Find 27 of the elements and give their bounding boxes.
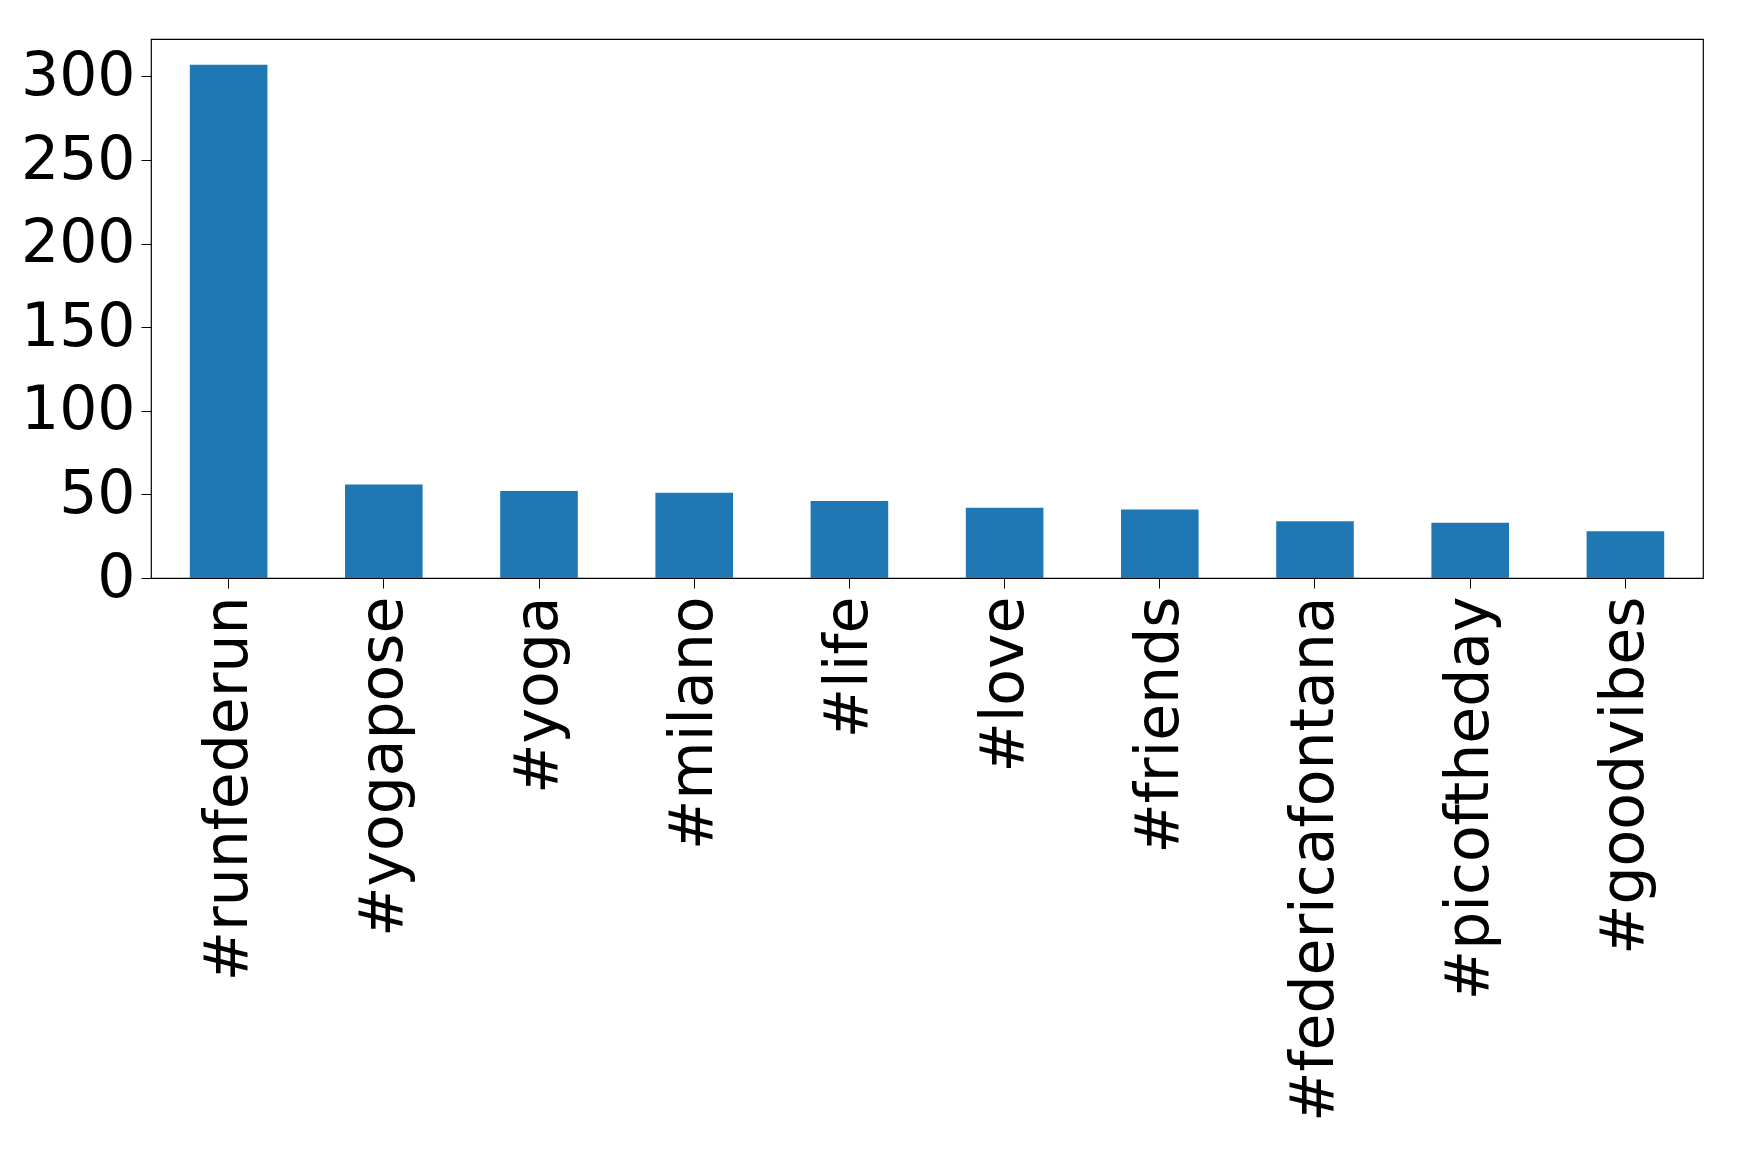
bar [1431, 522, 1509, 578]
bar [1586, 531, 1665, 578]
bar [1276, 521, 1354, 578]
bar [500, 491, 578, 578]
x-tick-label: #yoga [501, 596, 571, 794]
x-tick-label: #federicafontana [1277, 596, 1347, 1122]
y-tick-label: 100 [20, 373, 136, 444]
bar [345, 484, 423, 578]
y-tick-label: 50 [59, 456, 136, 527]
x-tick-label: #yogapose [345, 596, 416, 937]
x-tick-label: #milano [656, 596, 727, 851]
x-tick-label: #goodvibes [1587, 596, 1658, 955]
y-tick-label: 300 [20, 38, 136, 109]
y-tick-label: 150 [20, 289, 136, 360]
bar [189, 64, 268, 578]
x-tick-label: #life [811, 596, 882, 739]
x-tick-label: #friends [1121, 596, 1192, 854]
y-tick-label: 250 [20, 122, 136, 193]
bar [810, 501, 889, 578]
x-tick-label: #love [966, 596, 1037, 773]
bar [1121, 509, 1199, 578]
x-tick-label: #picoftheday [1432, 596, 1503, 1001]
bar [965, 507, 1044, 578]
y-tick-label: 0 [97, 540, 136, 611]
bar [655, 492, 733, 578]
y-tick-label: 200 [20, 206, 136, 277]
x-tick-label: #runfederun [190, 596, 261, 982]
